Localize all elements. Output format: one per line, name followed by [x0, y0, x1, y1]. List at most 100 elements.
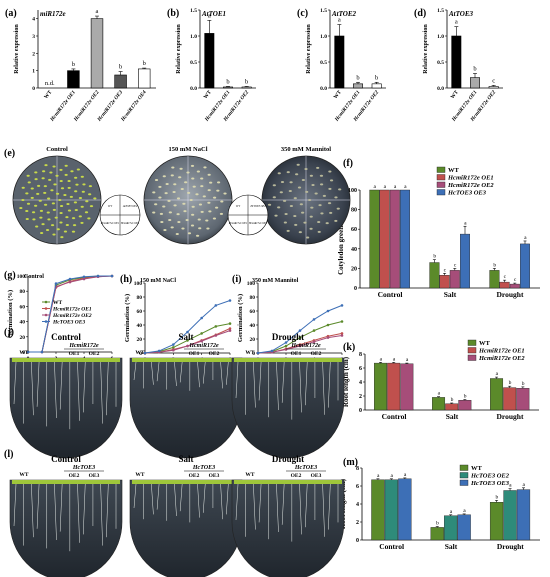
wt-label-l: WT: [135, 472, 145, 478]
y-tick-label-b: 0.0: [190, 86, 197, 92]
sig-letter-f: c: [504, 274, 507, 280]
data-point-g: [54, 282, 58, 285]
bar-a: [114, 74, 127, 89]
legend-swatch-k: [467, 354, 477, 361]
root: [197, 361, 200, 388]
bar-b: [241, 86, 252, 89]
seedling: [303, 221, 307, 224]
sig-letter-k: b: [522, 381, 525, 387]
bar-m: [516, 489, 531, 541]
y-tick-label-k: 4: [359, 380, 362, 386]
root: [13, 361, 17, 405]
seedling: [152, 211, 156, 214]
data-point-g: [40, 350, 44, 354]
seedling: [183, 210, 187, 213]
line-label-l: OE3: [311, 473, 322, 479]
seedling: [328, 170, 332, 173]
panel-label-l: (l): [4, 449, 13, 460]
seedling: [185, 219, 189, 222]
seedling: [50, 224, 55, 227]
data-point-i: [284, 348, 288, 351]
data-point-i: [284, 344, 288, 348]
seedling: [207, 201, 211, 204]
seedling: [209, 181, 213, 184]
panel-label-j: (j): [4, 327, 14, 338]
root: [151, 483, 154, 515]
data-point-i: [326, 336, 330, 339]
sig-letter-m: a: [377, 473, 380, 479]
seedling: [198, 203, 203, 206]
sig-letter-k: a: [393, 356, 396, 362]
seedling: [159, 212, 164, 215]
seedling: [74, 176, 78, 179]
data-point-i: [298, 344, 302, 348]
root: [220, 483, 223, 520]
seedling: [41, 223, 45, 226]
y-tick-label-k: 8: [359, 352, 362, 358]
sig-letter-a: a: [96, 8, 99, 15]
data-point-h: [186, 344, 189, 348]
sig-letter-k: a: [406, 357, 409, 363]
seedling: [65, 223, 69, 226]
seedling: [84, 211, 89, 214]
seedling: [51, 202, 55, 205]
seedling: [272, 196, 276, 199]
seedling: [299, 203, 303, 206]
root: [77, 361, 80, 421]
bar-k: [400, 363, 414, 411]
root: [31, 361, 34, 416]
seedling: [25, 217, 29, 220]
seedling: [154, 203, 158, 206]
y-tick-label-h: 60: [137, 309, 143, 315]
seedling: [223, 192, 227, 195]
data-point-i: [312, 340, 316, 344]
seedling: [27, 181, 31, 184]
bar-a: [90, 18, 104, 89]
plate-key-label: HcTOE3 OE2: [249, 205, 266, 208]
gene-title-a: miR172e: [40, 10, 66, 18]
seedling: [78, 215, 82, 218]
line-label-j: OE1: [189, 351, 200, 357]
panel-label-f: (f): [343, 158, 353, 169]
seedling: [190, 224, 195, 227]
y-tick-label-h: 20: [137, 337, 143, 343]
data-point-i: [340, 332, 344, 335]
chart-title-h: 150 mM NaCl: [140, 278, 176, 284]
data-point-g: [96, 274, 100, 278]
plate-title-e: Control: [46, 146, 68, 153]
y-tick-label-k: 0: [359, 408, 362, 414]
y-tick-label-g: 40: [20, 320, 26, 326]
data-point-g: [68, 280, 72, 284]
root: [133, 483, 137, 509]
bar-a: [138, 68, 151, 89]
seedling: [296, 163, 300, 166]
seedling: [208, 210, 212, 213]
data-point-i: [340, 334, 344, 337]
y-tick-label-m: 2: [356, 520, 359, 526]
x-tick-label-a: WT: [43, 89, 53, 100]
y-axis-label-i: Germination (%): [237, 294, 244, 342]
seedling: [82, 183, 86, 186]
y-tick-label-c: 1.0: [320, 34, 327, 40]
seedling: [197, 218, 201, 221]
seedling: [47, 197, 51, 200]
y-tick-label-d: 1.0: [437, 34, 444, 40]
root: [202, 361, 206, 384]
root: [304, 483, 308, 528]
seedling: [289, 205, 294, 208]
legend-marker-g: [44, 313, 48, 317]
seedling: [318, 204, 322, 207]
plate-title-j: Control: [51, 332, 81, 342]
sig-letter-m: a: [523, 482, 526, 488]
data-point-i: [298, 336, 302, 339]
bar-f: [439, 275, 450, 289]
gene-title-c: AtTOE2: [331, 10, 356, 18]
seedling: [63, 193, 67, 196]
seedling: [177, 221, 181, 224]
root: [235, 483, 239, 521]
plate-title-l: Control: [51, 454, 81, 464]
seedling: [295, 173, 299, 176]
legend-marker-g: [44, 300, 48, 304]
bar-m: [371, 479, 385, 541]
genotype-label-l: HcTOE3: [72, 465, 95, 471]
